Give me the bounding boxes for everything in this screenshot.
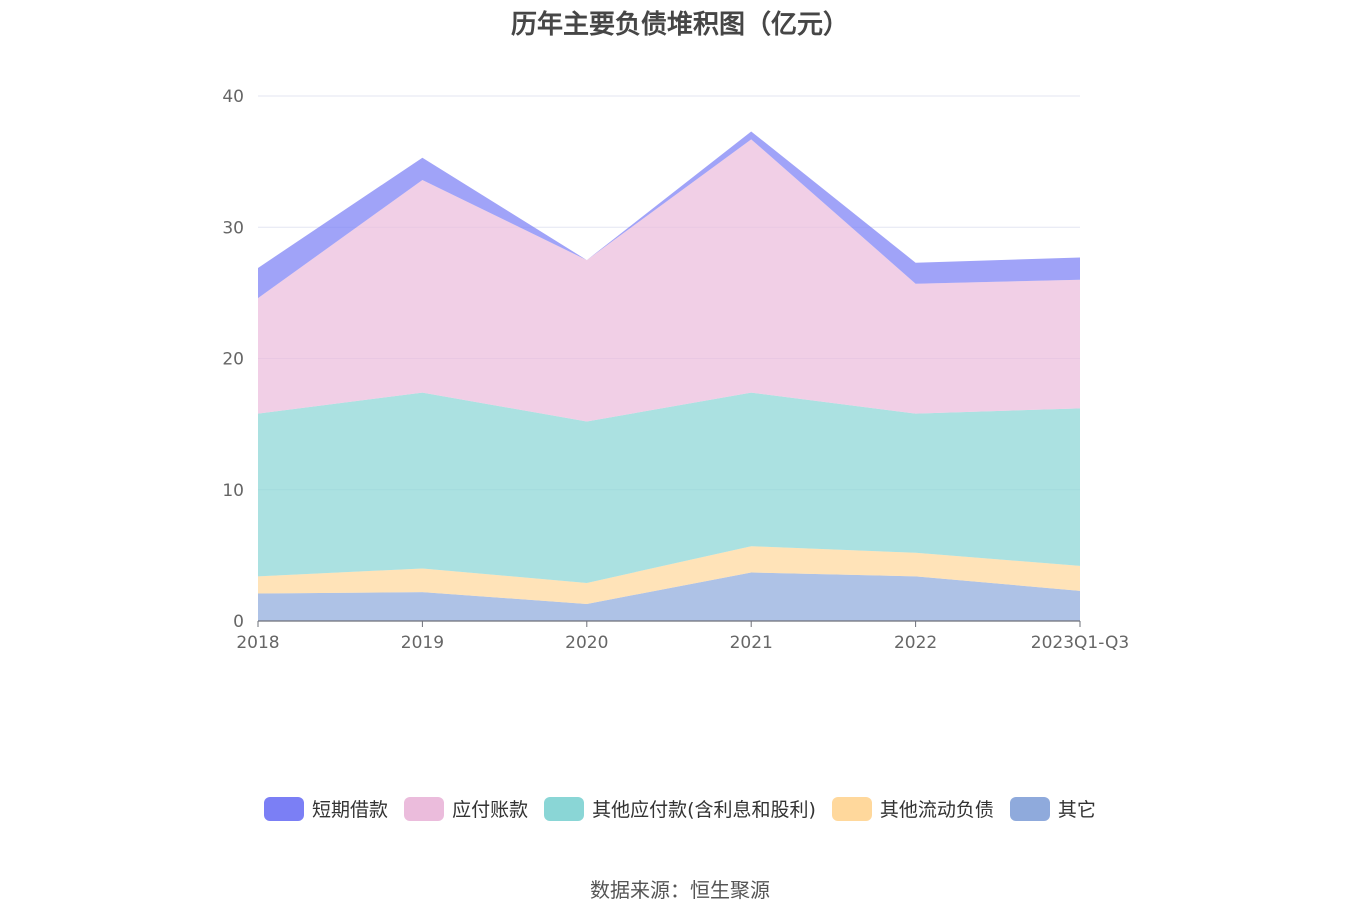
legend-swatch-2 [544, 796, 585, 821]
y-tick-label-10: 10 [222, 481, 244, 501]
area-series-2 [258, 392, 1080, 583]
legend-swatch-3 [831, 796, 872, 821]
legend: 短期借款 应付账款 其他应付款(含利息和股利) 其他流动负债 其它 [0, 795, 1360, 822]
x-tick-label-0: 2018 [236, 633, 279, 653]
x-tick-label-3: 2021 [730, 633, 773, 653]
area-layers [258, 131, 1080, 621]
legend-label-4: 其它 [1057, 799, 1096, 821]
legend-swatch-4 [1009, 796, 1050, 821]
area-series-3 [258, 139, 1080, 422]
legend-swatch-1 [404, 796, 445, 821]
x-tick-label-4: 2022 [894, 633, 937, 653]
y-tick-label-30: 30 [222, 218, 244, 238]
legend-label-2: 其他应付款(含利息和股利) [592, 799, 816, 821]
legend-label-3: 其他流动负债 [879, 799, 994, 821]
x-tick-label-1: 2019 [401, 633, 444, 653]
y-tick-label-40: 40 [222, 87, 244, 107]
area-series-4 [258, 131, 1080, 299]
legend-item-1[interactable]: 应付账款 [404, 795, 528, 822]
legend-item-3[interactable]: 其他流动负债 [831, 795, 994, 822]
x-axis: 2018 2019 2020 2021 2022 2023Q1-Q3 [236, 620, 1129, 653]
data-source-note: 数据来源：恒生聚源 [590, 878, 770, 902]
y-axis: 0 10 20 30 40 [222, 87, 244, 632]
area-series-0 [258, 572, 1080, 621]
legend-item-4[interactable]: 其它 [1009, 795, 1096, 822]
legend-item-0[interactable]: 短期借款 [264, 795, 388, 822]
legend-item-2[interactable]: 其他应付款(含利息和股利) [544, 795, 816, 822]
area-series-1 [258, 546, 1080, 604]
legend-swatch-0 [264, 796, 305, 821]
legend-label-1: 应付账款 [452, 799, 529, 821]
x-tick-label-5: 2023Q1-Q3 [1031, 633, 1129, 653]
x-tick-label-2: 2020 [565, 633, 608, 653]
y-tick-label-0: 0 [233, 612, 244, 632]
chart-title: 历年主要负债堆积图（亿元） [510, 10, 849, 40]
legend-label-0: 短期借款 [312, 799, 389, 821]
y-tick-label-20: 20 [222, 350, 244, 370]
